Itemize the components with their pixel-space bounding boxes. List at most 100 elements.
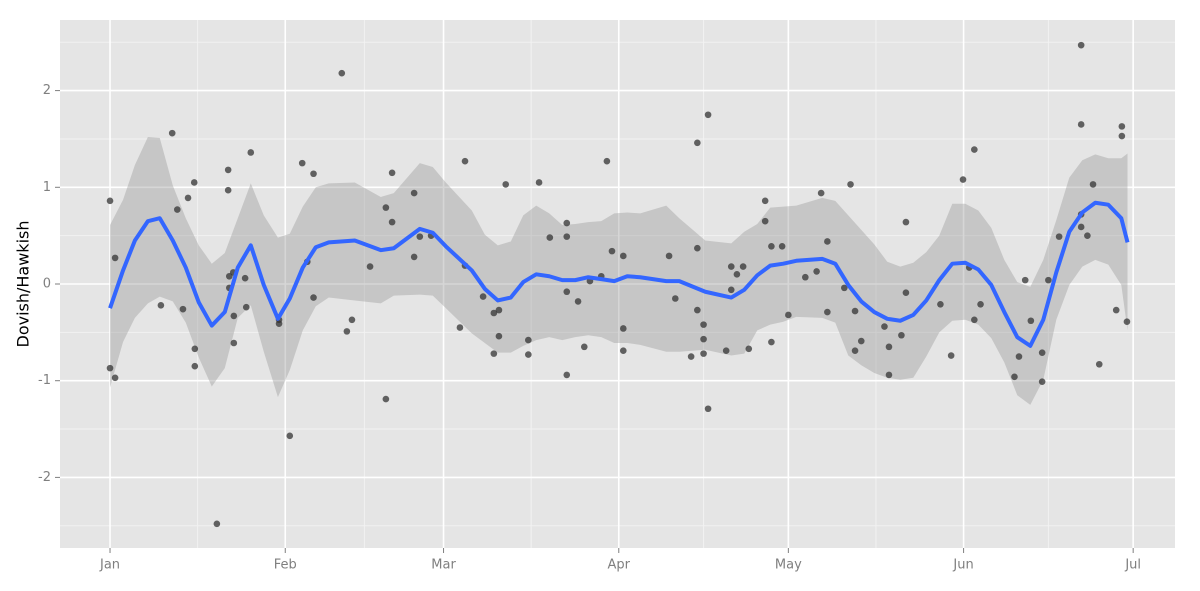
point xyxy=(298,159,306,167)
point xyxy=(106,197,114,205)
point xyxy=(563,288,571,296)
point xyxy=(416,233,424,240)
point xyxy=(824,308,831,316)
point xyxy=(603,157,611,165)
point xyxy=(1011,373,1018,381)
point xyxy=(490,309,498,317)
point xyxy=(502,181,510,188)
point xyxy=(704,111,712,119)
point xyxy=(898,331,905,339)
point xyxy=(1038,349,1046,356)
point xyxy=(275,320,283,327)
point xyxy=(525,336,532,344)
point xyxy=(224,166,232,174)
x-tick-label: Jan xyxy=(99,558,120,573)
point xyxy=(1027,317,1035,325)
point xyxy=(802,273,809,281)
point xyxy=(241,274,249,282)
point xyxy=(1055,233,1063,240)
point xyxy=(694,139,701,147)
point xyxy=(310,294,317,301)
point xyxy=(1077,121,1085,128)
point xyxy=(608,247,616,255)
point xyxy=(410,189,418,197)
point xyxy=(461,157,469,165)
point xyxy=(230,312,238,320)
point xyxy=(817,189,825,197)
point xyxy=(388,169,396,177)
x-tick-label: Jul xyxy=(1124,558,1141,573)
point xyxy=(563,219,571,227)
point xyxy=(704,405,712,413)
point xyxy=(242,303,250,311)
point xyxy=(388,218,396,226)
point xyxy=(479,293,487,300)
y-tick-label: 0 xyxy=(43,277,51,292)
point xyxy=(700,321,707,328)
point xyxy=(851,347,859,355)
point xyxy=(977,301,984,308)
point xyxy=(619,252,627,260)
point xyxy=(495,306,503,314)
x-tick-label: Jun xyxy=(952,558,973,573)
point xyxy=(722,347,730,355)
point xyxy=(563,371,571,379)
y-tick-label: 2 xyxy=(43,83,51,98)
point xyxy=(191,362,199,370)
y-tick-label: -2 xyxy=(38,470,51,485)
point xyxy=(937,301,944,308)
point xyxy=(230,339,238,347)
point xyxy=(739,263,747,270)
point xyxy=(157,301,165,309)
y-tick-label: 1 xyxy=(43,180,51,195)
x-tick-label: May xyxy=(775,558,802,573)
point xyxy=(366,263,374,270)
point xyxy=(687,353,695,360)
point xyxy=(700,350,707,357)
point xyxy=(824,238,831,245)
point xyxy=(111,254,119,262)
point xyxy=(247,149,255,156)
point xyxy=(959,176,967,183)
point xyxy=(847,181,854,188)
point xyxy=(700,335,707,343)
point xyxy=(857,337,865,345)
point xyxy=(1077,41,1085,49)
point xyxy=(902,218,910,226)
point xyxy=(947,352,955,359)
point xyxy=(665,252,673,260)
point xyxy=(727,263,735,270)
point xyxy=(224,186,232,194)
point xyxy=(382,204,390,211)
point xyxy=(619,347,627,355)
point xyxy=(1112,306,1120,314)
point xyxy=(1045,276,1052,284)
point xyxy=(1084,232,1091,239)
point xyxy=(694,244,701,252)
smooth-line xyxy=(108,200,1130,348)
point xyxy=(745,345,753,353)
point xyxy=(727,286,735,294)
point xyxy=(971,146,978,153)
x-tick-label: Apr xyxy=(608,558,631,573)
point xyxy=(1118,132,1126,140)
x-tick-label: Mar xyxy=(431,558,456,573)
point xyxy=(881,323,888,330)
point xyxy=(778,242,786,250)
point xyxy=(213,520,221,528)
point xyxy=(535,179,543,186)
point xyxy=(1123,318,1131,326)
point xyxy=(410,253,418,261)
point xyxy=(190,179,198,186)
point xyxy=(694,306,701,314)
point xyxy=(768,242,775,250)
point xyxy=(490,350,498,357)
point xyxy=(348,316,356,324)
point xyxy=(619,325,627,332)
point xyxy=(580,343,588,351)
point xyxy=(851,307,859,315)
point xyxy=(343,328,351,335)
point xyxy=(111,374,119,382)
point xyxy=(902,289,910,297)
point xyxy=(1077,223,1085,231)
